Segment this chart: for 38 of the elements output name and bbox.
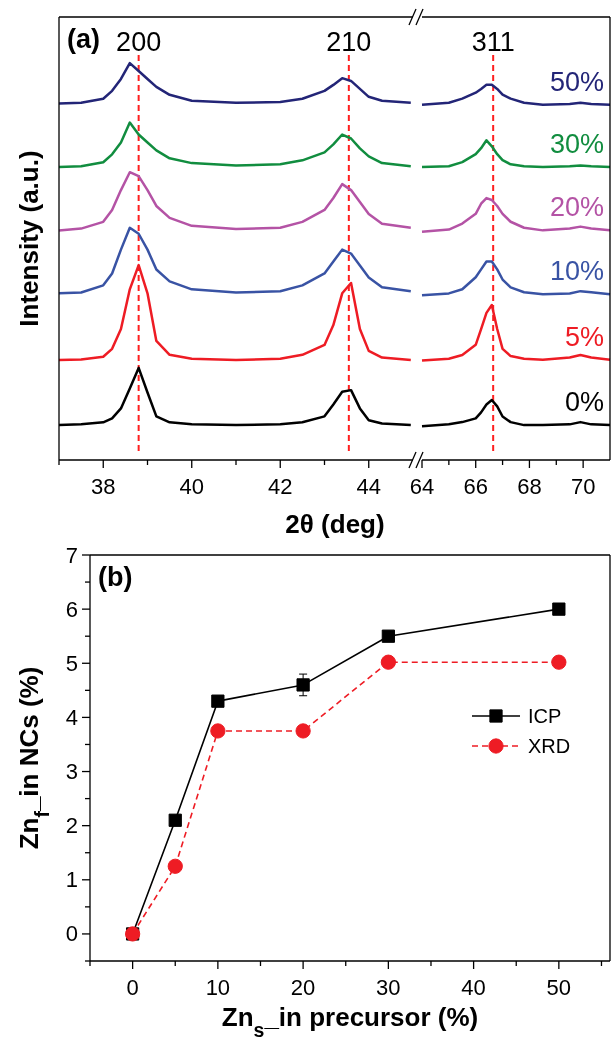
- x-tick-label: 68: [517, 474, 542, 499]
- legend-label: XRD: [528, 735, 571, 757]
- y-tick-label: 4: [65, 704, 78, 730]
- x-tick-label: 10: [205, 975, 231, 1000]
- text: 210: [326, 27, 372, 57]
- y-tick-label: 7: [65, 542, 78, 568]
- y-tick-label: 1: [65, 867, 78, 893]
- series-label: 50%: [549, 66, 604, 97]
- y-tick-label: 5: [65, 650, 78, 676]
- y-axis-title: Intensity (a.u.): [14, 150, 44, 327]
- x-tick-label: 64: [409, 474, 435, 499]
- x-axis-title: Zn$_{s}$_in precursor (%): [221, 1002, 479, 1040]
- text: (a): [67, 24, 100, 54]
- annotation: (b): [98, 562, 133, 592]
- x-tick-label: 66: [463, 474, 488, 499]
- series-label: 30%: [549, 128, 604, 159]
- text: 311: [471, 27, 515, 57]
- x-tick-label: 44: [356, 474, 381, 499]
- text: 200: [116, 27, 162, 57]
- x-tick-label: 70: [570, 474, 596, 499]
- legend-label: ICP: [528, 705, 562, 727]
- y-tick-label: 3: [65, 759, 78, 785]
- x-tick-label: 40: [461, 975, 486, 1000]
- x-axis-title: 2θ (deg): [285, 509, 385, 539]
- x-tick-label: 30: [376, 975, 401, 1000]
- y-tick-label: 0: [65, 921, 78, 947]
- y-tick-label: 2: [65, 813, 78, 839]
- x-tick-label: 20: [290, 975, 316, 1000]
- x-tick-label: 50: [546, 975, 572, 1000]
- series-label: 5%: [564, 321, 604, 352]
- x-tick-label: 40: [179, 474, 204, 499]
- series-label: 10%: [549, 256, 604, 287]
- series-label: 20%: [549, 192, 604, 223]
- x-tick-label: 38: [91, 474, 116, 499]
- x-tick-label: 0: [126, 975, 139, 1000]
- y-tick-label: 6: [65, 596, 78, 622]
- x-tick-label: 42: [268, 474, 293, 499]
- series-label: 0%: [564, 387, 604, 418]
